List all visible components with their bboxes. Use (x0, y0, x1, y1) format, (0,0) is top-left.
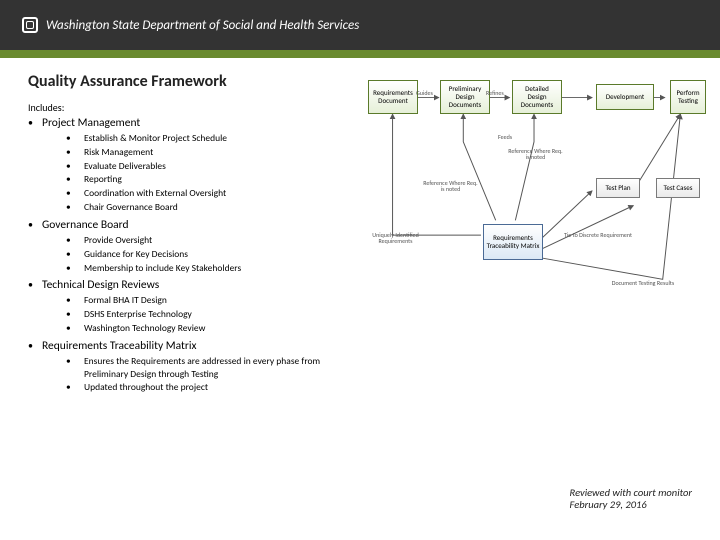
content-area: Quality Assurance Framework Includes: •P… (0, 50, 720, 398)
box-perf: Perform Testing (670, 80, 706, 114)
page-title: Quality Assurance Framework (28, 72, 358, 91)
bullet-text: Provide Oversight (84, 234, 152, 247)
bullet-text: Membership to include Key Stakeholders (84, 262, 241, 275)
section-label: Governance Board (42, 218, 129, 232)
left-column: Quality Assurance Framework Includes: •P… (28, 72, 358, 398)
bullet-text: Updated throughout the project (84, 381, 208, 394)
bullet-text: Evaluate Deliverables (84, 160, 166, 173)
bullet-text: Establish & Monitor Project Schedule (84, 132, 227, 145)
lbl-guides: Guides (416, 90, 433, 96)
lbl-doc-results: Document Testing Results (598, 280, 688, 286)
section-item: •Project Management •Establish & Monitor… (28, 116, 358, 214)
section-label: Project Management (42, 116, 140, 130)
footer-note: Reviewed with court monitor February 29,… (570, 487, 692, 512)
section-label: Requirements Traceability Matrix (42, 339, 196, 353)
box-req-doc: Requirements Document (368, 80, 418, 114)
box-test-plan: Test Plan (596, 178, 640, 198)
bullet-text: Ensures the Requirements are addressed i… (84, 355, 358, 381)
header-bar: Washington State Department of Social an… (0, 0, 720, 50)
lbl-tie: Tie to Discrete Requirement (558, 232, 638, 238)
bullet-text: Coordination with External Oversight (84, 187, 226, 200)
box-dev: Development (596, 84, 654, 110)
includes-label: Includes: (28, 101, 358, 114)
bullet-text: Washington Technology Review (84, 322, 205, 335)
lbl-uniq: Uniquely Identified Requirements (368, 232, 423, 245)
bullet-text: Formal BHA IT Design (84, 294, 167, 307)
section-item: •Requirements Traceability Matrix •Ensur… (28, 339, 358, 394)
section-label: Technical Design Reviews (42, 278, 159, 292)
bullet-text: Reporting (84, 173, 122, 186)
logo-icon (22, 17, 38, 33)
section-item: •Technical Design Reviews •Formal BHA IT… (28, 278, 358, 334)
lbl-feeds: Feeds (498, 134, 512, 140)
section-item: •Governance Board •Provide Oversight •Gu… (28, 218, 358, 274)
box-test-cases: Test Cases (656, 178, 700, 198)
sections-list: •Project Management •Establish & Monitor… (28, 116, 358, 394)
box-rtm: Requirements Traceability Matrix (483, 224, 543, 260)
lbl-ref1: Reference Where Req. is noted (508, 148, 563, 161)
bullet-text: DSHS Enterprise Technology (84, 308, 192, 321)
box-detailed: Detailed Design Documents (512, 80, 562, 114)
box-prelim: Preliminary Design Documents (440, 80, 490, 114)
bullet-text: Risk Management (84, 146, 153, 159)
bullet-text: Chair Governance Board (84, 201, 178, 214)
lbl-refines: Refines (486, 90, 504, 96)
header-org: Washington State Department of Social an… (46, 18, 359, 33)
bullet-text: Guidance for Key Decisions (84, 248, 188, 261)
lbl-ref2: Reference Where Req. is noted (423, 180, 478, 193)
diagram-area: Requirements Document Preliminary Design… (368, 72, 702, 398)
